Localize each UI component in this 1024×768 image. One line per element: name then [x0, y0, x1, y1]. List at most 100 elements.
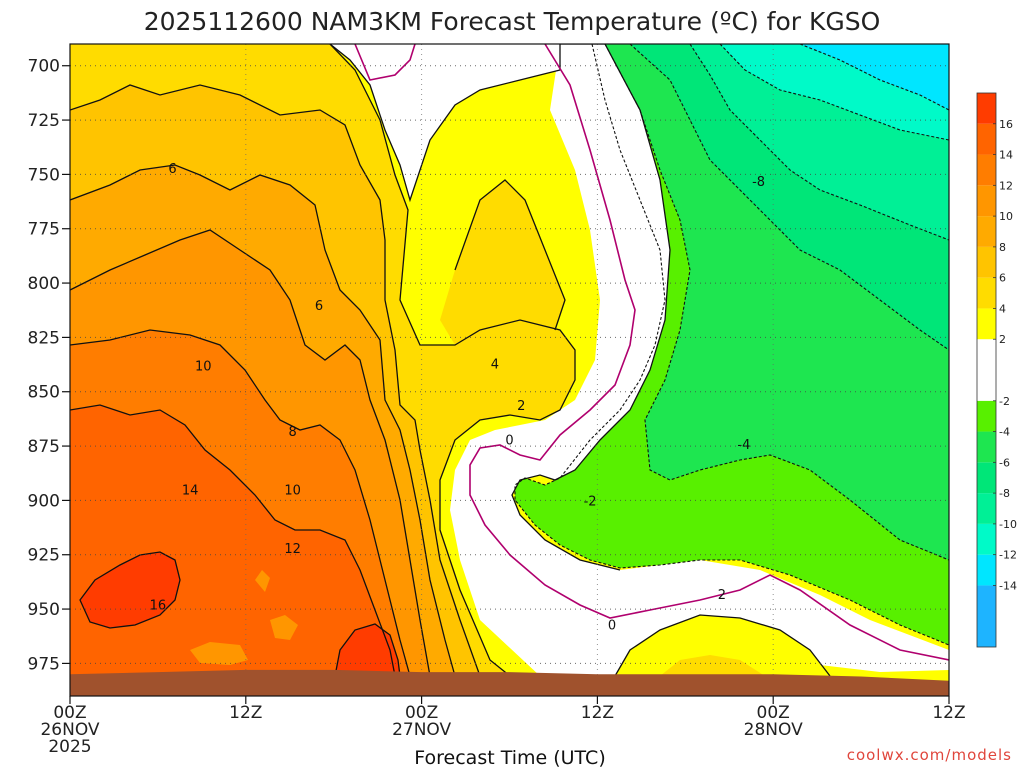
- y-tick-label: 800: [28, 274, 60, 294]
- contour-line-dashed: [719, 44, 949, 141]
- contour-line-dashed: [604, 44, 949, 561]
- y-tick-label: 900: [28, 491, 60, 511]
- colorbar-tick-label: -14: [999, 579, 1017, 592]
- contour-labels: 6 6 10 4 2 0 8 14 10 -2 12 16 0 2 -4 -8: [150, 162, 765, 633]
- contour-line: [70, 164, 456, 677]
- y-axis: 700 725 750 775 800 825 850 875 900 925 950 975: [28, 57, 70, 674]
- contour-label: -2: [584, 494, 597, 509]
- band-red-16-18-mid: [335, 624, 400, 676]
- x-axis-label: Forecast Time (UTC): [414, 747, 605, 768]
- y-tick-label: 950: [28, 600, 60, 620]
- colorbar-swatch: [977, 123, 996, 155]
- band-warm-islands: [190, 570, 298, 665]
- colorbar-swatch: [977, 246, 996, 278]
- colorbar-tick-label: 16: [999, 118, 1013, 131]
- x-tick-label: 12Z: [229, 703, 262, 723]
- x-tick-label: 00Z: [53, 703, 86, 723]
- credit-text[interactable]: coolwx.com/models: [847, 746, 1012, 764]
- contour-line: [614, 614, 831, 677]
- colorbar-swatch: [977, 308, 996, 340]
- x-tick-label: 26NOV: [40, 720, 99, 740]
- contour-label: 16: [150, 599, 167, 614]
- contour-label: 8: [289, 425, 297, 440]
- contour-label: 2: [718, 588, 726, 603]
- x-tick-label: 2025: [48, 737, 91, 757]
- y-tick-label: 850: [28, 383, 60, 403]
- contour-lines: [70, 44, 949, 677]
- colorbar-swatch: [977, 277, 996, 309]
- colorbar-tick-label: 6: [999, 272, 1006, 285]
- colorbar-swatch: [977, 154, 996, 186]
- chart-title: 2025112600 NAM3KM Forecast Temperature (…: [144, 7, 881, 36]
- colorbar-swatch: [977, 462, 996, 494]
- contour-label: 0: [608, 618, 616, 633]
- y-tick-label: 700: [28, 57, 60, 77]
- contour-label: 2: [517, 399, 525, 414]
- colorbar-tick-label: 2: [999, 333, 1006, 346]
- contour-label: 10: [195, 360, 212, 375]
- contour-line: [329, 44, 561, 203]
- colorbar-swatch: [977, 339, 996, 401]
- contour-line: [511, 44, 671, 571]
- contour-line-dashed: [514, 44, 949, 646]
- band-white-top: [330, 44, 560, 200]
- colorbar-tick-label: 10: [999, 210, 1013, 223]
- band-gold-top-right: [440, 180, 565, 345]
- colorbar-tick-label: -6: [999, 456, 1010, 469]
- band-near-freezing-white: [450, 44, 949, 676]
- colorbar-tick-label: -4: [999, 426, 1010, 439]
- colorbar-tick-label: -2: [999, 395, 1010, 408]
- colorbar-tick-label: 8: [999, 241, 1006, 254]
- colorbar-swatch: [977, 93, 996, 124]
- x-tick-label: 28NOV: [744, 720, 803, 740]
- colorbar-tick-label: 14: [999, 149, 1013, 162]
- colorbar-swatch: [977, 554, 996, 586]
- contour-line: [334, 623, 401, 677]
- contour-label: 0: [505, 434, 513, 449]
- x-tick-label: 12Z: [581, 703, 614, 723]
- contour-label: 14: [182, 484, 199, 499]
- y-tick-label: 750: [28, 165, 60, 185]
- colorbar-tick-label: -8: [999, 487, 1010, 500]
- contour-label: 10: [284, 484, 301, 499]
- y-tick-label: 825: [28, 328, 60, 348]
- plot-frame: [69, 43, 950, 697]
- colorbar-tick-label: -10: [999, 518, 1017, 531]
- y-tick-label: 975: [28, 654, 60, 674]
- contour-label: 4: [491, 357, 499, 372]
- colorbar-swatch: [977, 216, 996, 247]
- colorbar: 16 14 12 10 8 6 4 2 -2 -4 -6 -8 -10 -12 -14: [976, 92, 1017, 648]
- y-tick-label: 725: [28, 111, 60, 131]
- contour-line: [329, 44, 576, 677]
- colorbar-frame: [976, 92, 997, 648]
- y-tick-label: 875: [28, 437, 60, 457]
- contour-line: [70, 84, 481, 677]
- colorbar-swatch: [977, 493, 996, 524]
- contour-line-dashed: [629, 44, 949, 351]
- x-tick-label: 00Z: [405, 703, 438, 723]
- band-yellow-bottom-right: [615, 615, 830, 676]
- x-tick-label: 12Z: [932, 703, 965, 723]
- colorbar-swatch: [977, 431, 996, 463]
- y-tick-label: 925: [28, 546, 60, 566]
- contour-line-dashed: [799, 44, 949, 111]
- colorbar-swatch: [977, 523, 996, 555]
- contour-label: -8: [752, 175, 765, 190]
- y-tick-label: 775: [28, 220, 60, 240]
- contour-line-dashed: [689, 44, 949, 241]
- contour-line: [79, 551, 181, 629]
- temperature-fill: [70, 44, 949, 696]
- x-tick-label: 00Z: [757, 703, 790, 723]
- contour-label: 6: [315, 299, 323, 314]
- colorbar-swatch: [977, 400, 996, 432]
- contour-line: [454, 179, 566, 331]
- contour-line: [70, 229, 431, 677]
- surface-terrain: [70, 669, 949, 696]
- contour-label: -4: [737, 438, 750, 453]
- contour-line: [70, 404, 396, 677]
- colorbar-swatch: [977, 585, 996, 647]
- freezing-line: [469, 44, 949, 661]
- contour-label: 6: [168, 162, 176, 177]
